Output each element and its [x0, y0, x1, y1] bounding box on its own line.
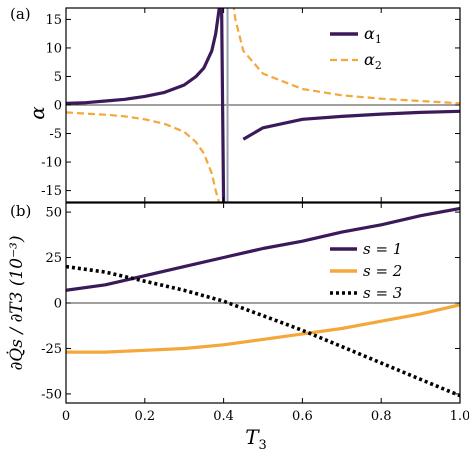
legend-a-label-2: α2 [364, 50, 382, 72]
panel-b-ytick-label-2: -25 [41, 342, 62, 357]
panel-a-ytick-label-6: 10 [45, 41, 62, 56]
panel-a-series-1-line-1 [66, 8, 226, 202]
panel-a-label: (a) [10, 5, 31, 23]
panel-b-series-2-line-1 [66, 303, 460, 354]
panel-b-xtick-label-6: 1.0 [450, 409, 469, 424]
legend-b-label-3: s = 3 [363, 284, 402, 302]
panel-b-ylabel: ∂Q̇s / ∂T3 (10⁻³) [7, 235, 27, 370]
legend-a-label-2-name: α [364, 50, 375, 69]
legend-a-label-1-name: α [364, 24, 375, 43]
panel-b-xtick-label-1: 0 [62, 409, 70, 424]
panel-b-xtick-label-3: 0.4 [213, 409, 234, 424]
panel-b-xtick-label-2: 0.2 [134, 409, 155, 424]
panel-a-series [66, 8, 460, 202]
panel-a-ylabel: α [25, 106, 49, 120]
panel-a-series-2-line-2 [232, 8, 460, 105]
panel-b-xlabel-sub: 3 [259, 438, 267, 453]
panel-b-xtick-label-5: 0.8 [371, 409, 392, 424]
legend-a-label-1-sub: 1 [375, 33, 382, 46]
panel-b-label: (b) [10, 202, 31, 220]
panel-a-frame [65, 7, 461, 203]
panel-b-ytick-label-4: 25 [45, 251, 62, 266]
panel-a-ytick-label-5: 5 [54, 70, 62, 85]
legend-b-label-1: s = 1 [363, 240, 402, 258]
panel-a-series-2-line-1 [66, 111, 221, 202]
legend-a-label-1: α1 [364, 24, 382, 46]
panel-a-ytick-label-4: 0 [54, 99, 62, 114]
panel-b-ytick-label-1: -50 [41, 387, 62, 402]
panel-a-legend: α1 α2 [330, 24, 382, 72]
panel-b-frame [65, 202, 461, 404]
legend-b-label-2: s = 2 [363, 262, 402, 280]
panel-b-ticks: -50 -25 0 25 50 0 0.2 0.4 0.6 0.8 1.0 [41, 203, 469, 424]
panel-a-ytick-label-1: -15 [41, 184, 62, 199]
panel-b-ytick-label-5: 50 [45, 206, 62, 221]
panel-a-ytick-label-2: -10 [41, 156, 62, 171]
panel-b-xlabel-name: T [245, 425, 260, 449]
panel-b-legend: s = 1 s = 2 s = 3 [330, 240, 402, 302]
panel-b-series [66, 206, 460, 398]
panel-b-xlabel: T3 [245, 425, 267, 453]
panel-a-ytick-label-3: -5 [49, 127, 62, 142]
panel-b-series-3-line-1 [66, 264, 460, 398]
legend-a-label-2-sub: 2 [375, 59, 382, 72]
panel-a-series-1-line-2 [242, 109, 460, 141]
panel-a-ytick-label-7: 15 [45, 13, 62, 28]
panel-b-ytick-label-3: 0 [54, 297, 62, 312]
panel-b-xtick-label-4: 0.6 [292, 409, 313, 424]
